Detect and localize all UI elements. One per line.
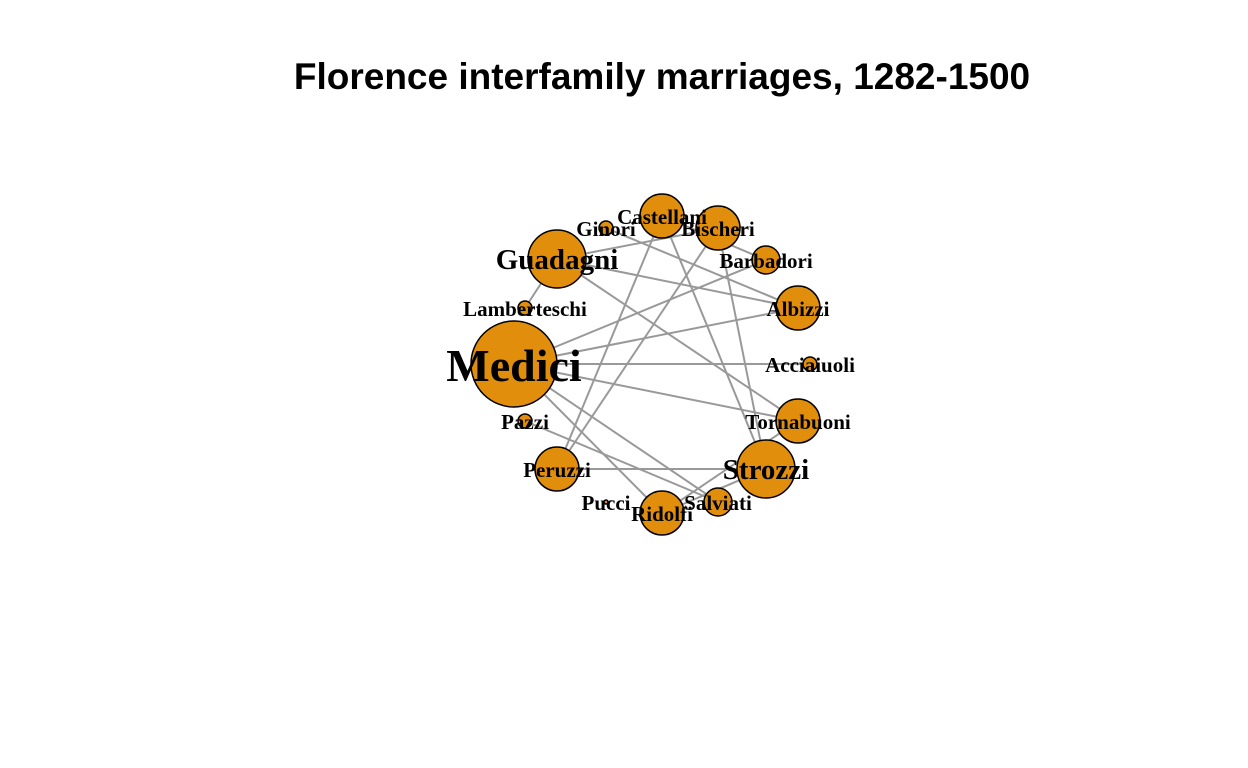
edge-guadagni-tornabuoni — [556, 258, 799, 422]
edge-castellani-peruzzi — [556, 215, 663, 470]
node-label-salviati: Salviati — [684, 491, 752, 515]
node-tornabuoni — [775, 398, 821, 444]
node-label-barbadori: Barbadori — [719, 249, 813, 273]
node-label-medici: Medici — [446, 340, 582, 391]
node-albizzi — [775, 285, 821, 331]
edge-ridolfi-tornabuoni — [661, 420, 799, 514]
node-castellani — [639, 193, 685, 239]
node-ridolfi — [639, 490, 685, 536]
node-label-acciaiuoli: Acciaiuoli — [765, 353, 855, 377]
node-pucci — [603, 499, 609, 505]
node-peruzzi — [534, 446, 580, 492]
node-bischeri — [695, 205, 741, 251]
edge-bischeri-peruzzi — [556, 227, 719, 470]
node-medici — [470, 320, 558, 408]
node-label-albizzi: Albizzi — [767, 297, 830, 321]
edge-albizzi-ginori — [605, 227, 799, 309]
edges-layer — [513, 215, 810, 514]
node-label-bischeri: Bischeri — [681, 217, 755, 241]
node-label-ginori: Ginori — [576, 217, 636, 241]
node-label-castellani: Castellani — [617, 205, 707, 229]
node-lamberteschi — [517, 300, 533, 316]
labels-layer: Acciaiuoli Albizzi Barbadori BischeriCastel… — [446, 205, 855, 526]
node-label-pazzi: Pazzi — [501, 410, 549, 434]
edge-barbadori-medici — [513, 259, 767, 365]
node-label-peruzzi: Peruzzi — [523, 458, 591, 482]
edge-albizzi-guadagni — [556, 258, 799, 309]
node-label-guadagni: Guadagni — [496, 244, 619, 276]
node-label-ridolfi: Ridolfi — [631, 502, 693, 526]
node-label-strozzi: Strozzi — [723, 454, 809, 486]
node-acciaiuoli — [802, 356, 818, 372]
node-label-tornabuoni: Tornabuoni — [745, 410, 851, 434]
node-strozzi — [736, 439, 796, 499]
edge-castellani-strozzi — [661, 215, 767, 470]
node-pazzi — [517, 413, 533, 429]
node-ginori — [598, 220, 614, 236]
node-label-lamberteschi: Lamberteschi — [463, 297, 587, 321]
chart-title: Florence interfamily marriages, 1282-150… — [293, 56, 1031, 97]
edge-bischeri-strozzi — [717, 227, 767, 470]
node-label-pucci: Pucci — [582, 491, 631, 515]
edge-pazzi-salviati — [524, 420, 719, 503]
node-salviati — [703, 487, 733, 517]
edge-albizzi-medici — [513, 307, 799, 365]
nodes-layer — [470, 193, 821, 536]
edge-medici-tornabuoni — [513, 363, 799, 422]
node-barbadori — [751, 245, 781, 275]
node-guadagni — [527, 229, 587, 289]
